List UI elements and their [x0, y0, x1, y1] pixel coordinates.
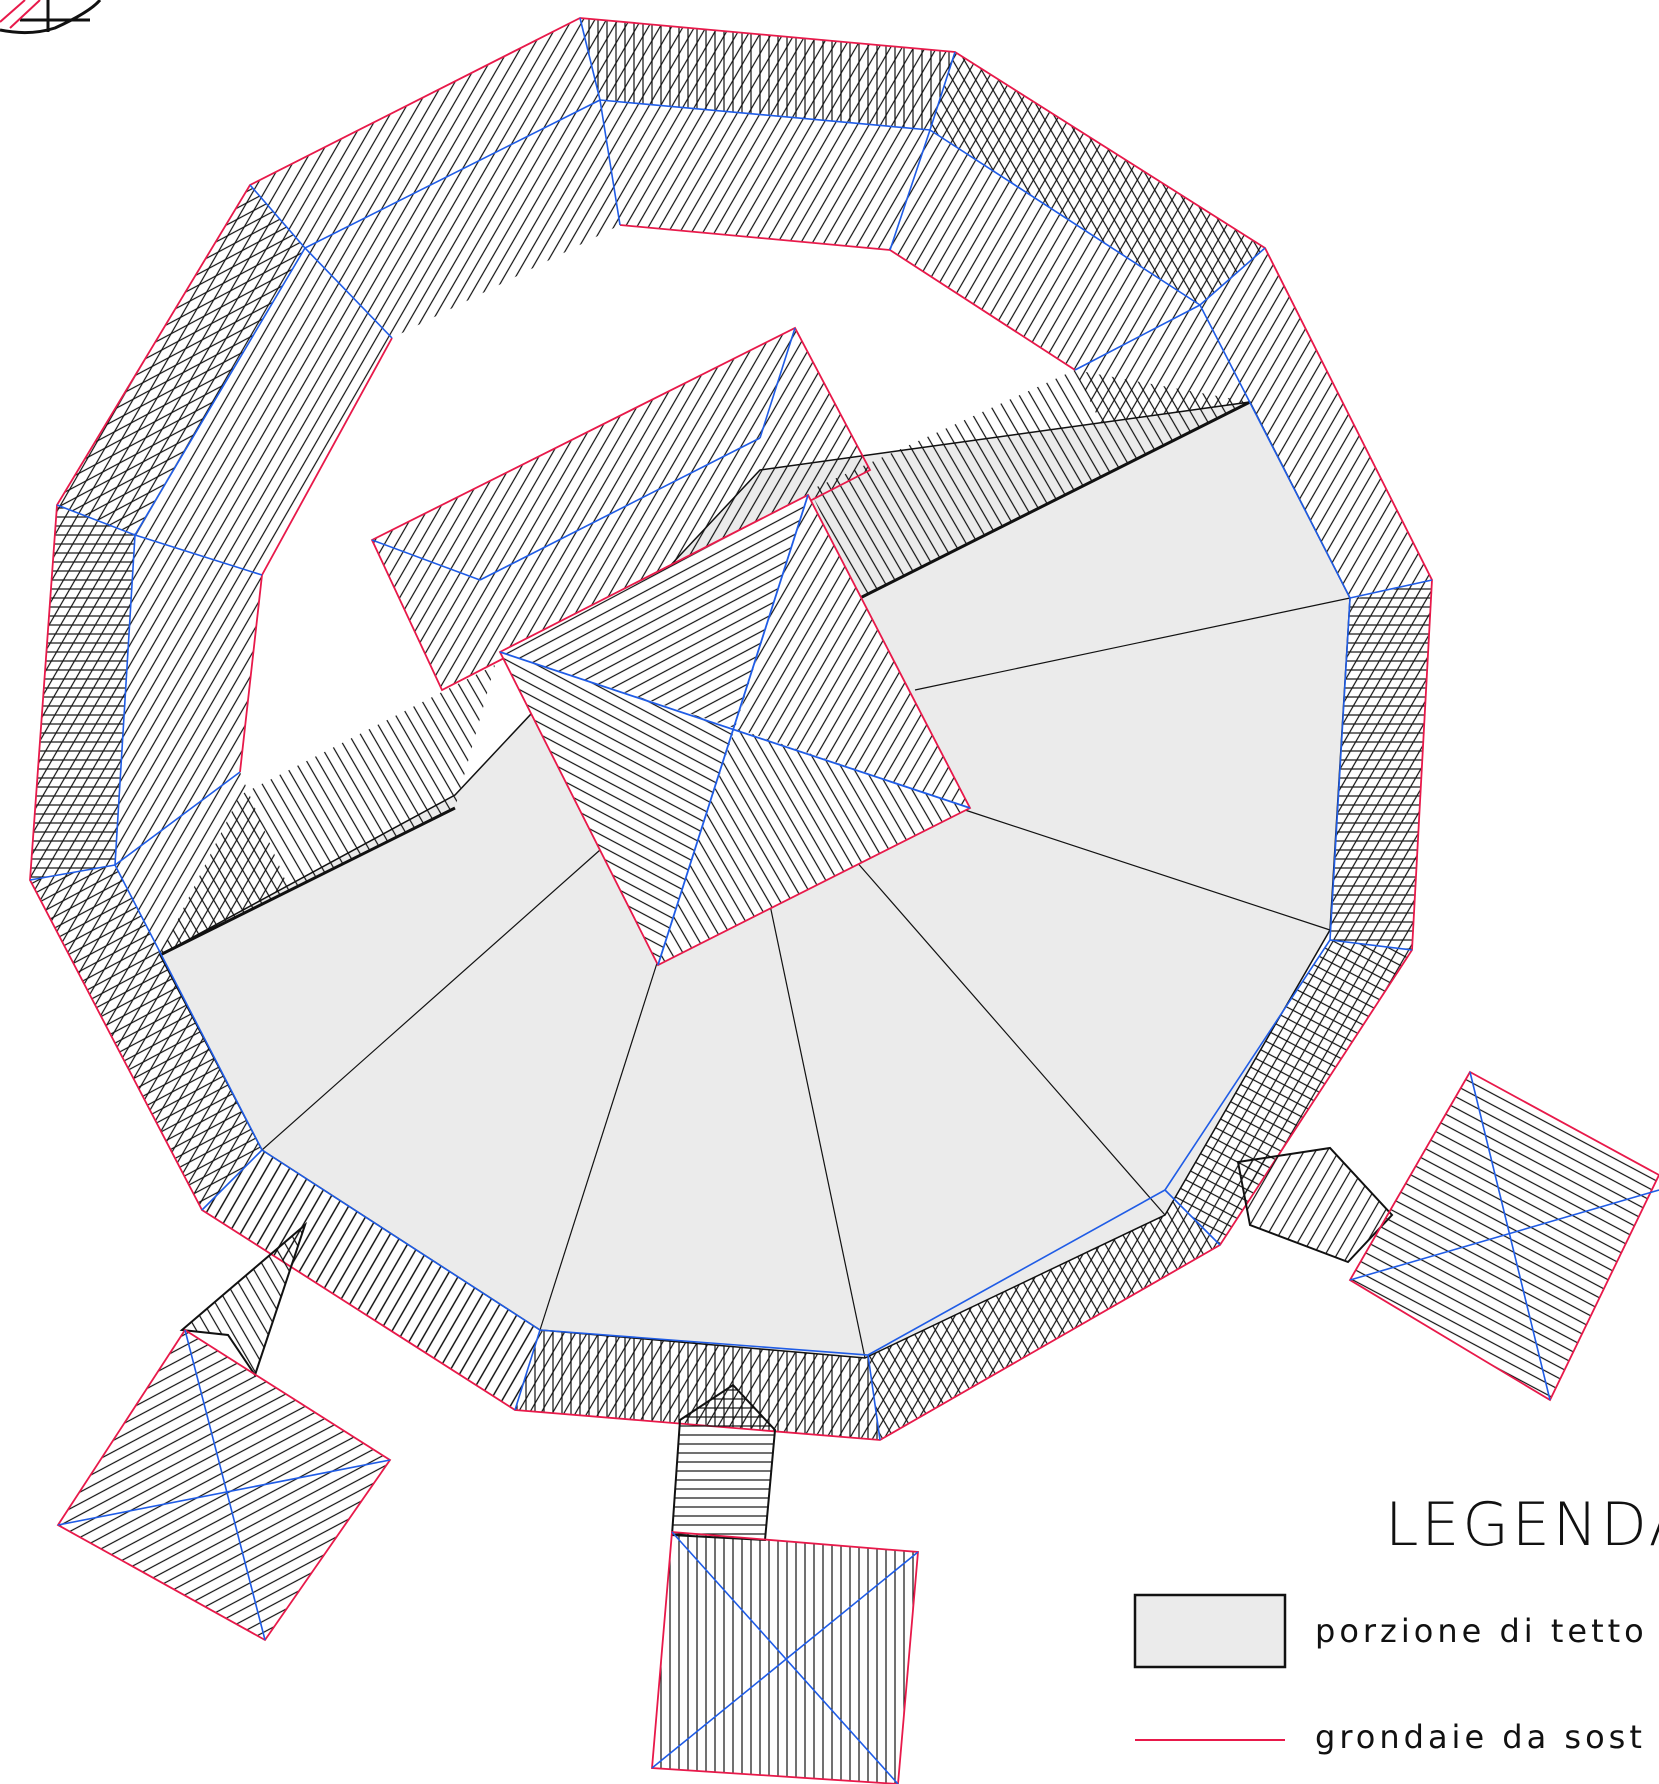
legend-swatch-flat-roof [1133, 1593, 1287, 1669]
pavilion-roof-right [1236, 1070, 1659, 1402]
strip-roof [160, 370, 1250, 955]
legend: LEGENDA porzione di tetto grondaie da so… [1133, 1490, 1659, 1756]
pavilion-roof-bottom-left [56, 1221, 392, 1642]
central-square-roof [498, 493, 972, 967]
legend-title: LEGENDA [1385, 1490, 1659, 1560]
upper-square-roof [370, 326, 872, 692]
pavilion-roof-bottom-center [651, 1383, 919, 1784]
compass-rose-icon [0, 0, 102, 35]
legend-label-eave: grondaie da sost [1315, 1718, 1646, 1756]
legend-label-flat-roof: porzione di tetto [1315, 1612, 1648, 1650]
ridge-lines-ring [29, 17, 1433, 1441]
